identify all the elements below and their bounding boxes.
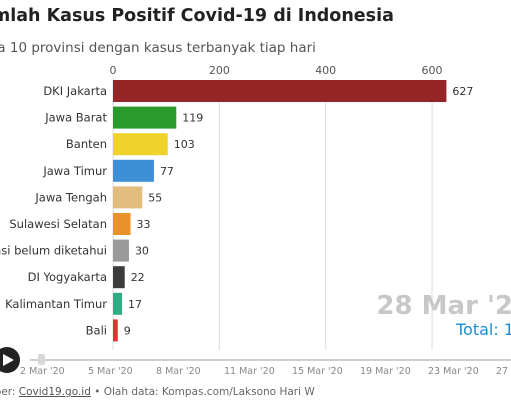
footer-credit: • Olah data: Kompas.com/Laksono Hari W — [90, 386, 315, 398]
value-label: 33 — [137, 218, 151, 231]
value-label: 627 — [452, 85, 473, 98]
timeline-slider[interactable] — [30, 359, 511, 361]
bar — [113, 213, 131, 235]
bar — [113, 239, 129, 262]
value-label: 77 — [160, 165, 174, 178]
timeline-handle[interactable] — [38, 354, 45, 365]
timeline-tick: 8 Mar '20 — [156, 366, 201, 377]
category-label: kasi belum diketahui — [0, 244, 107, 258]
bar — [113, 106, 177, 129]
category-label: Bali — [86, 323, 107, 337]
timeline-ticks: 2 Mar '20 5 Mar '20 8 Mar '20 11 Mar '20… — [0, 366, 511, 382]
bar — [113, 133, 168, 156]
value-label: 103 — [174, 138, 195, 151]
timeline-tick: 15 Mar '20 — [292, 366, 343, 377]
category-label: Jawa Barat — [44, 111, 107, 125]
total-cases-label: Total: 1, — [456, 320, 511, 339]
x-tick-label: 400 — [315, 64, 336, 77]
value-label: 17 — [128, 298, 142, 311]
bar — [113, 186, 143, 209]
category-label: Sulawesi Selatan — [9, 217, 107, 231]
chart-title: mlah Kasus Positif Covid-19 di Indonesia — [0, 6, 394, 26]
category-label: Jawa Timur — [42, 164, 107, 178]
footer-source: nber: Covid19.go.id • Olah data: Kompas.… — [0, 386, 315, 398]
timeline-tick: 11 Mar '20 — [224, 366, 275, 377]
value-label: 22 — [131, 271, 145, 284]
timeline-tick: 2 Mar '20 — [20, 366, 65, 377]
current-date-label: 28 Mar '2 — [376, 291, 511, 321]
timeline-tick: 5 Mar '20 — [88, 366, 133, 377]
play-button[interactable] — [0, 347, 20, 373]
bar — [113, 292, 123, 315]
value-label: 9 — [124, 324, 131, 337]
timeline-tick: 19 Mar '20 — [360, 366, 411, 377]
bar — [113, 80, 447, 102]
category-label: Banten — [66, 137, 107, 151]
category-label: Jawa Tengah — [34, 190, 107, 204]
timeline-tick: 23 Mar '20 — [428, 366, 479, 377]
timeline-tick: 27 M — [496, 366, 511, 377]
value-label: 55 — [148, 191, 162, 204]
value-label: 119 — [182, 112, 203, 125]
x-tick-label: 0 — [110, 64, 117, 77]
source-link[interactable]: Covid19.go.id — [18, 386, 91, 398]
bar — [113, 159, 154, 182]
bar — [113, 266, 125, 289]
category-label: Kalimantan Timur — [5, 297, 107, 311]
category-label: DKI Jakarta — [43, 84, 107, 98]
x-tick-label: 600 — [422, 64, 443, 77]
play-icon — [3, 354, 14, 366]
x-tick-label: 200 — [209, 64, 230, 77]
footer-prefix: nber: — [0, 386, 16, 398]
chart-subtitle: ta 10 provinsi dengan kasus terbanyak ti… — [0, 40, 316, 56]
bar — [113, 319, 118, 342]
category-label: DI Yogyakarta — [28, 270, 107, 284]
value-label: 30 — [135, 245, 149, 258]
